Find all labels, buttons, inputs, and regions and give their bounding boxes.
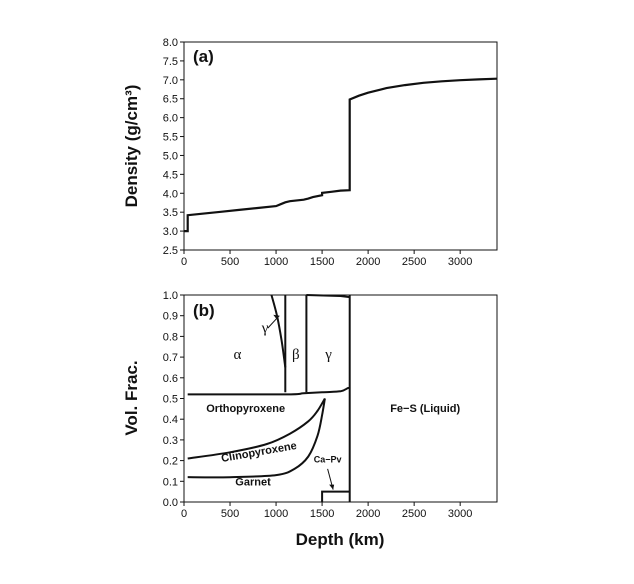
y-tick-label: 3.0: [163, 226, 178, 238]
ca-pv-pointer-arrowhead: [329, 484, 335, 490]
y-tick-label: 0.6: [163, 373, 178, 385]
x-tick-label: 1000: [264, 508, 288, 520]
x-tick-label: 0: [181, 508, 187, 520]
region-label: α: [233, 347, 241, 363]
gamma-top-boundary: [306, 294, 350, 299]
region-label: Fe−S (Liquid): [390, 403, 460, 415]
x-tick-label: 3000: [448, 256, 472, 268]
y-tick-label: 0.8: [163, 331, 178, 343]
y-tick-label: 0.9: [163, 311, 178, 323]
volume-fraction-axis-title: Vol. Frac.: [122, 360, 141, 435]
x-tick-label: 2000: [356, 508, 380, 520]
gamma-pointer-arrow: [267, 315, 280, 329]
olivine-alpha-gamma-boundary: [270, 294, 287, 368]
density-axis-title: Density (g/cm³): [122, 85, 141, 208]
x-tick-label: 1000: [264, 256, 288, 268]
plot-frame: [183, 41, 498, 251]
y-tick-label: 0.2: [163, 456, 178, 468]
ca-pv-top-boundary: [321, 490, 350, 502]
y-tick-label: 6.5: [163, 94, 178, 106]
x-tick-label: 500: [221, 508, 239, 520]
y-tick-label: 1.0: [163, 290, 178, 302]
x-tick-label: 2000: [356, 256, 380, 268]
y-tick-label: 7.5: [163, 56, 178, 68]
x-tick-label: 1500: [310, 508, 334, 520]
x-tick-label: 0: [181, 256, 187, 268]
x-tick-label: 3000: [448, 508, 472, 520]
y-tick-label: 7.0: [163, 75, 178, 87]
x-tick-label: 2500: [402, 256, 426, 268]
y-tick-label: 0.4: [163, 414, 178, 426]
y-tick-label: 0.0: [163, 497, 178, 509]
y-tick-label: 8.0: [163, 37, 178, 49]
region-label: Clinopyroxene: [220, 440, 297, 465]
plot-frame: [183, 294, 498, 503]
y-tick-label: 0.5: [163, 394, 178, 406]
region-label: Ca−Pv: [314, 455, 342, 465]
y-tick-label: 4.5: [163, 169, 178, 181]
y-tick-label: 2.5: [163, 245, 178, 257]
region-label: γ: [261, 320, 269, 336]
clinopyroxene-top-boundary: [187, 397, 326, 460]
x-tick-label: 1500: [310, 256, 334, 268]
panel-b-label: (b): [193, 301, 215, 320]
region-label: Orthopyroxene: [206, 403, 285, 415]
density-line: [184, 77, 498, 233]
y-tick-label: 0.3: [163, 435, 178, 447]
gamma-pointer-arrowhead: [273, 314, 280, 319]
depth-axis-title: Depth (km): [296, 530, 385, 549]
y-tick-label: 0.1: [163, 476, 178, 488]
y-tick-label: 4.0: [163, 188, 178, 200]
region-label: Garnet: [235, 476, 271, 488]
x-tick-label: 500: [221, 256, 239, 268]
volume-fraction-panel: (b) Vol. Frac. Depth (km) 0 500 1000 1500 20…: [122, 290, 498, 549]
y-tick-label: 6.0: [163, 113, 178, 125]
region-label: γ: [324, 347, 332, 363]
y-tick-label: 3.5: [163, 207, 178, 219]
panel-a-label: (a): [193, 47, 214, 66]
y-tick-label: 5.5: [163, 132, 178, 144]
y-tick-label: 5.0: [163, 150, 178, 162]
region-label: β: [292, 347, 300, 363]
orthopyroxene-top-boundary: [187, 386, 351, 396]
y-tick-label: 0.7: [163, 352, 178, 364]
garnet-top-boundary: [187, 398, 326, 479]
x-tick-label: 2500: [402, 508, 426, 520]
density-panel: (a) Density (g/cm³) 0 500 1000 1500 2000 2500…: [122, 37, 498, 268]
